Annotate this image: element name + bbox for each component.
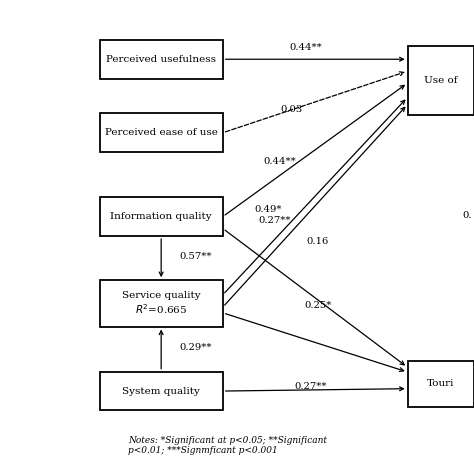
Text: 0.44**: 0.44**	[263, 157, 296, 165]
Text: 0.44**: 0.44**	[289, 43, 322, 52]
Text: Touri: Touri	[427, 380, 455, 388]
Text: 0.25*: 0.25*	[305, 301, 332, 310]
Text: Use of: Use of	[424, 76, 457, 85]
FancyBboxPatch shape	[100, 40, 223, 79]
Text: 0.27**: 0.27**	[259, 216, 291, 225]
Text: 0.27**: 0.27**	[294, 382, 327, 391]
FancyBboxPatch shape	[408, 361, 474, 407]
FancyBboxPatch shape	[100, 197, 223, 236]
Text: 0.03: 0.03	[281, 106, 302, 114]
FancyBboxPatch shape	[408, 46, 474, 115]
Text: Service quality
$R^2$=0.665: Service quality $R^2$=0.665	[122, 291, 201, 316]
Text: 0.29**: 0.29**	[179, 343, 212, 352]
Text: Information quality: Information quality	[110, 212, 212, 221]
Text: 0.49*: 0.49*	[254, 205, 282, 214]
FancyBboxPatch shape	[100, 372, 223, 410]
Text: System quality: System quality	[122, 387, 200, 395]
Text: 0.16: 0.16	[307, 237, 328, 246]
Text: 0.: 0.	[462, 211, 472, 220]
Text: Perceived usefulness: Perceived usefulness	[106, 55, 216, 64]
Text: 0.57**: 0.57**	[179, 253, 212, 261]
FancyBboxPatch shape	[100, 113, 223, 152]
Text: Perceived ease of use: Perceived ease of use	[105, 128, 218, 137]
FancyBboxPatch shape	[100, 280, 223, 327]
Text: Notes: *Significant at p<0.05; **Significant
p<0.01; ***Signmficant p<0.001: Notes: *Significant at p<0.05; **Signifi…	[128, 436, 327, 456]
